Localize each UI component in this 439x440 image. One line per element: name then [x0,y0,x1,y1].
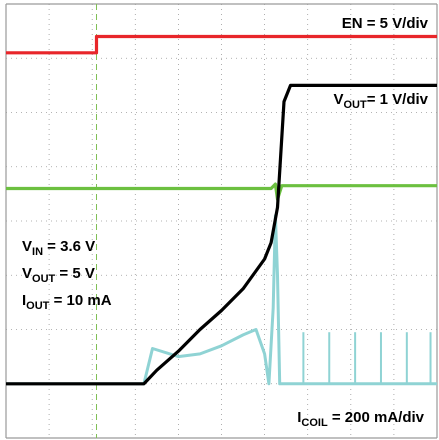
series-vout-line [6,83,437,386]
condition-label-1: VOUT = 5 V [22,265,95,285]
condition-label-0: VIN = 3.6 V [22,238,95,258]
vout-scale-label: VOUT= 1 V/div [333,91,428,111]
series-en-line [6,34,437,55]
grid [5,3,438,439]
en-scale-label: EN = 5 V/div [342,15,429,32]
labels: EN = 5 V/div VOUT= 1 V/div ICOIL = 200 mA/… [22,15,429,429]
icoil-scale-label: ICOIL = 200 mA/div [297,409,424,429]
traces [6,34,437,386]
condition-label-2: IOUT = 10 mA [22,292,112,312]
series-vin-line [6,182,437,201]
